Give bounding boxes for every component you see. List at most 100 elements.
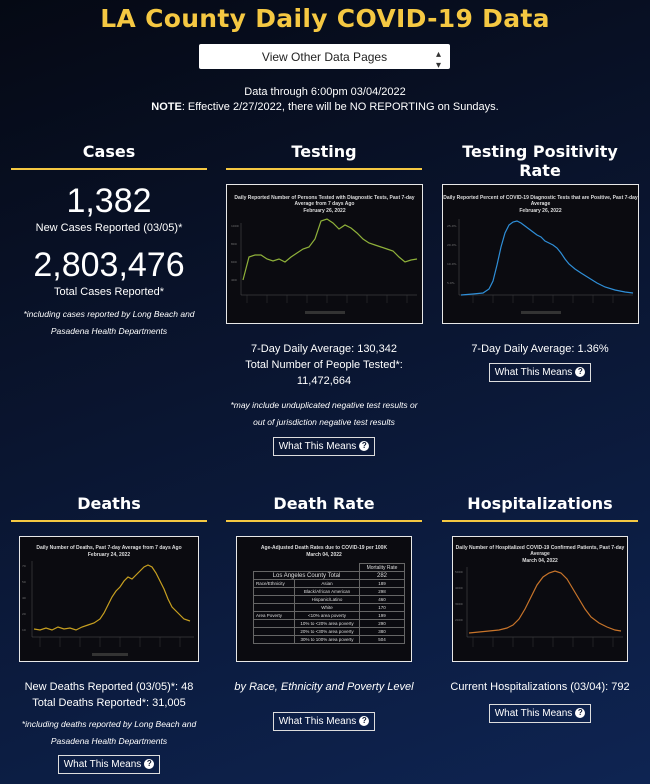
- testing-heading: Testing: [226, 142, 422, 170]
- death-rate-section: Death Rate: [226, 494, 422, 522]
- testing-what-this-means-button[interactable]: What This Means?: [272, 437, 376, 456]
- new-cases-label: New Cases Reported (03/05)*: [35, 222, 183, 234]
- table-cell-name: 30% to 100% area poverty: [294, 635, 360, 644]
- table-cell-value: 199: [359, 611, 405, 620]
- hospital-chart-plot: 5000 4000 3000 2000: [455, 567, 623, 647]
- table-cell-group: [253, 603, 295, 612]
- cases-footnote: *including cases reported by Long Beach …: [23, 309, 195, 336]
- positivity-heading: Testing Positivity Rate: [442, 142, 638, 189]
- total-deaths: Total Deaths Reported*: 31,005: [32, 697, 186, 709]
- positivity-chart-date: February 26, 2022: [519, 208, 562, 214]
- data-pages-select[interactable]: View Other Data Pages ▴ ▾: [199, 44, 450, 71]
- table-cell-value: 189: [359, 579, 405, 588]
- new-cases-value: 1,382: [66, 182, 152, 220]
- table-row: 30% to 100% area poverty 504: [253, 635, 405, 644]
- death-rate-chart-date: March 04, 2022: [306, 552, 342, 558]
- county-value: 282: [359, 571, 405, 580]
- deaths-what-this-means-button[interactable]: What This Means?: [57, 755, 161, 774]
- hospital-heading: Hospitalizations: [442, 494, 638, 522]
- table-row: 20% to <30% area poverty 380: [253, 627, 405, 636]
- question-icon: ?: [359, 441, 370, 452]
- table-col-header: Mortality Rate: [359, 563, 405, 572]
- table-cell-name: 10% to <20% area poverty: [294, 619, 360, 628]
- button-label: What This Means: [494, 367, 573, 378]
- positivity-chart-plot: 25.0% 20.0% 10.0% 5.0%: [447, 219, 634, 314]
- data-through-text: Data through 6:00pm 03/04/2022: [244, 86, 406, 98]
- svg-text:50: 50: [22, 580, 26, 584]
- county-label: Los Angeles County Total: [253, 571, 360, 580]
- death-rate-heading: Death Rate: [226, 494, 422, 522]
- note-label: NOTE: [151, 101, 182, 113]
- svg-text:5.0%: 5.0%: [447, 281, 455, 285]
- hospital-chart-title: Daily Number of Hospitalized COVID-19 Co…: [455, 545, 625, 557]
- hospital-stats: Current Hospitalizations (03/04): 792 Wh…: [442, 679, 638, 723]
- testing-chart-date: February 26, 2022: [303, 208, 346, 214]
- death-rate-chart[interactable]: Age-Adjusted Death Rates due to COVID-19…: [236, 536, 412, 662]
- table-row: White 170: [253, 603, 405, 612]
- cases-section: Cases 1,382 New Cases Reported (03/05)* …: [11, 142, 207, 340]
- table-row: Area Poverty <10% area poverty 199: [253, 611, 405, 620]
- select-arrows-icon: ▴ ▾: [435, 49, 441, 71]
- total-cases-value: 2,803,476: [33, 246, 185, 284]
- table-cell-value: 380: [359, 627, 405, 636]
- svg-text:10.0%: 10.0%: [447, 262, 457, 266]
- current-hospitalizations: Current Hospitalizations (03/04): 792: [450, 681, 630, 693]
- table-row: Black/African American 298: [253, 587, 405, 596]
- positivity-chart[interactable]: Daily Reported Percent of COVID-19 Diagn…: [442, 184, 639, 324]
- svg-text:3000: 3000: [455, 602, 463, 606]
- table-cell-name: Asian: [294, 579, 360, 588]
- svg-text:70: 70: [22, 564, 26, 568]
- svg-text:2000: 2000: [455, 618, 463, 622]
- death-rate-table-wrap: Mortality Rate Los Angeles County Total …: [253, 563, 405, 644]
- table-cell-name: Black/African American: [294, 587, 360, 596]
- testing-stats: 7-Day Daily Average: 130,342 Total Numbe…: [226, 341, 422, 456]
- button-label: What This Means: [278, 441, 357, 452]
- table-cell-value: 504: [359, 635, 405, 644]
- table-row: Hispanic/Latino 460: [253, 595, 405, 604]
- new-deaths: New Deaths Reported (03/05)*: 48: [24, 681, 194, 693]
- select-label: View Other Data Pages: [261, 49, 388, 64]
- page-title: LA County Daily COVID-19 Data: [100, 4, 550, 33]
- question-icon: ?: [575, 708, 586, 719]
- death-rate-chart-title: Age-Adjusted Death Rates due to COVID-19…: [260, 545, 388, 551]
- table-cell-value: 290: [359, 619, 405, 628]
- table-cell-name: 20% to <30% area poverty: [294, 627, 360, 636]
- deaths-heading: Deaths: [11, 494, 207, 522]
- svg-text:1000: 1000: [231, 224, 239, 228]
- deaths-stats: New Deaths Reported (03/05)*: 48 Total D…: [11, 679, 207, 774]
- table-header-row: Mortality Rate: [254, 563, 405, 572]
- deaths-chart-date: February 24, 2022: [87, 552, 131, 558]
- question-icon: ?: [359, 716, 370, 727]
- testing-total: Total Number of People Tested*: 11,472,6…: [245, 359, 403, 387]
- death-rate-table: Mortality Rate Los Angeles County Total …: [253, 563, 405, 644]
- table-cell-value: 298: [359, 587, 405, 596]
- svg-text:40: 40: [22, 596, 26, 600]
- reporting-note: NOTE: Effective 2/27/2022, there will be…: [0, 101, 650, 113]
- table-row: 10% to <20% area poverty 290: [253, 619, 405, 628]
- table-cell-name: Hispanic/Latino: [294, 595, 360, 604]
- cases-heading: Cases: [11, 142, 207, 170]
- testing-average: 7-Day Daily Average: 130,342: [251, 343, 397, 355]
- death-rate-what-this-means-button[interactable]: What This Means?: [272, 712, 376, 731]
- table-cell-value: 460: [359, 595, 405, 604]
- svg-text:400: 400: [231, 278, 237, 282]
- deaths-chart[interactable]: Daily Number of Deaths, Past 7-day Avera…: [19, 536, 199, 662]
- note-text: : Effective 2/27/2022, there will be NO …: [181, 101, 499, 113]
- hospital-section: Hospitalizations: [442, 494, 638, 522]
- button-label: What This Means: [63, 759, 142, 770]
- hospital-chart[interactable]: Daily Number of Hospitalized COVID-19 Co…: [452, 536, 628, 662]
- svg-text:20: 20: [22, 612, 26, 616]
- svg-text:20.0%: 20.0%: [447, 243, 457, 247]
- hospital-chart-date: March 04, 2022: [522, 558, 558, 564]
- testing-chart-title: Daily Reported Number of Persons Tested …: [234, 195, 415, 207]
- question-icon: ?: [144, 759, 155, 770]
- testing-chart-plot: 1000 800 600 400: [231, 218, 418, 314]
- deaths-footnote: *including deaths reported by Long Beach…: [21, 719, 197, 746]
- table-cell-name: White: [294, 603, 360, 612]
- death-rate-caption: by Race, Ethnicity and Poverty Level: [234, 681, 414, 693]
- table-cell-name: <10% area poverty: [294, 611, 360, 620]
- svg-text:600: 600: [231, 260, 237, 264]
- hospital-what-this-means-button[interactable]: What This Means?: [488, 704, 592, 723]
- testing-chart[interactable]: Daily Reported Number of Persons Tested …: [226, 184, 423, 324]
- positivity-what-this-means-button[interactable]: What This Means?: [488, 363, 592, 382]
